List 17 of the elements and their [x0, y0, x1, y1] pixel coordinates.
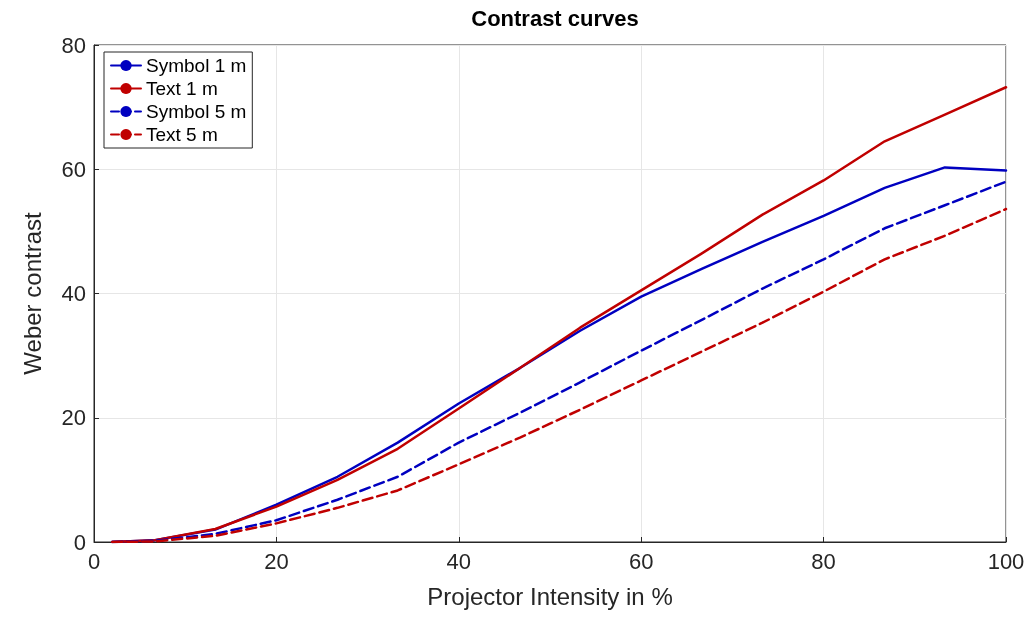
y-tick-label: 40 [61, 281, 86, 306]
x-tick-label: 60 [628, 548, 654, 574]
legend-label: Symbol 1 m [146, 55, 247, 76]
chart-title: Contrast curves [471, 5, 639, 31]
x-tick-label: 80 [811, 548, 836, 574]
y-tick-label: 80 [61, 32, 86, 58]
y-tick-label: 60 [61, 156, 86, 182]
y-tick-label: 20 [61, 405, 86, 431]
x-axis-title: Projector Intensity in % [427, 582, 673, 610]
legend-label: Text 5 m [146, 124, 218, 145]
x-tick-label: 40 [446, 548, 472, 574]
legend-label: Text 1 m [146, 78, 218, 99]
legend-label: Symbol 5 m [146, 101, 247, 122]
x-tick-label: 20 [264, 548, 289, 574]
y-axis-title: Weber contrast [18, 212, 46, 375]
x-tick-label: 100 [987, 548, 1025, 574]
y-tick-label: 0 [73, 529, 86, 555]
